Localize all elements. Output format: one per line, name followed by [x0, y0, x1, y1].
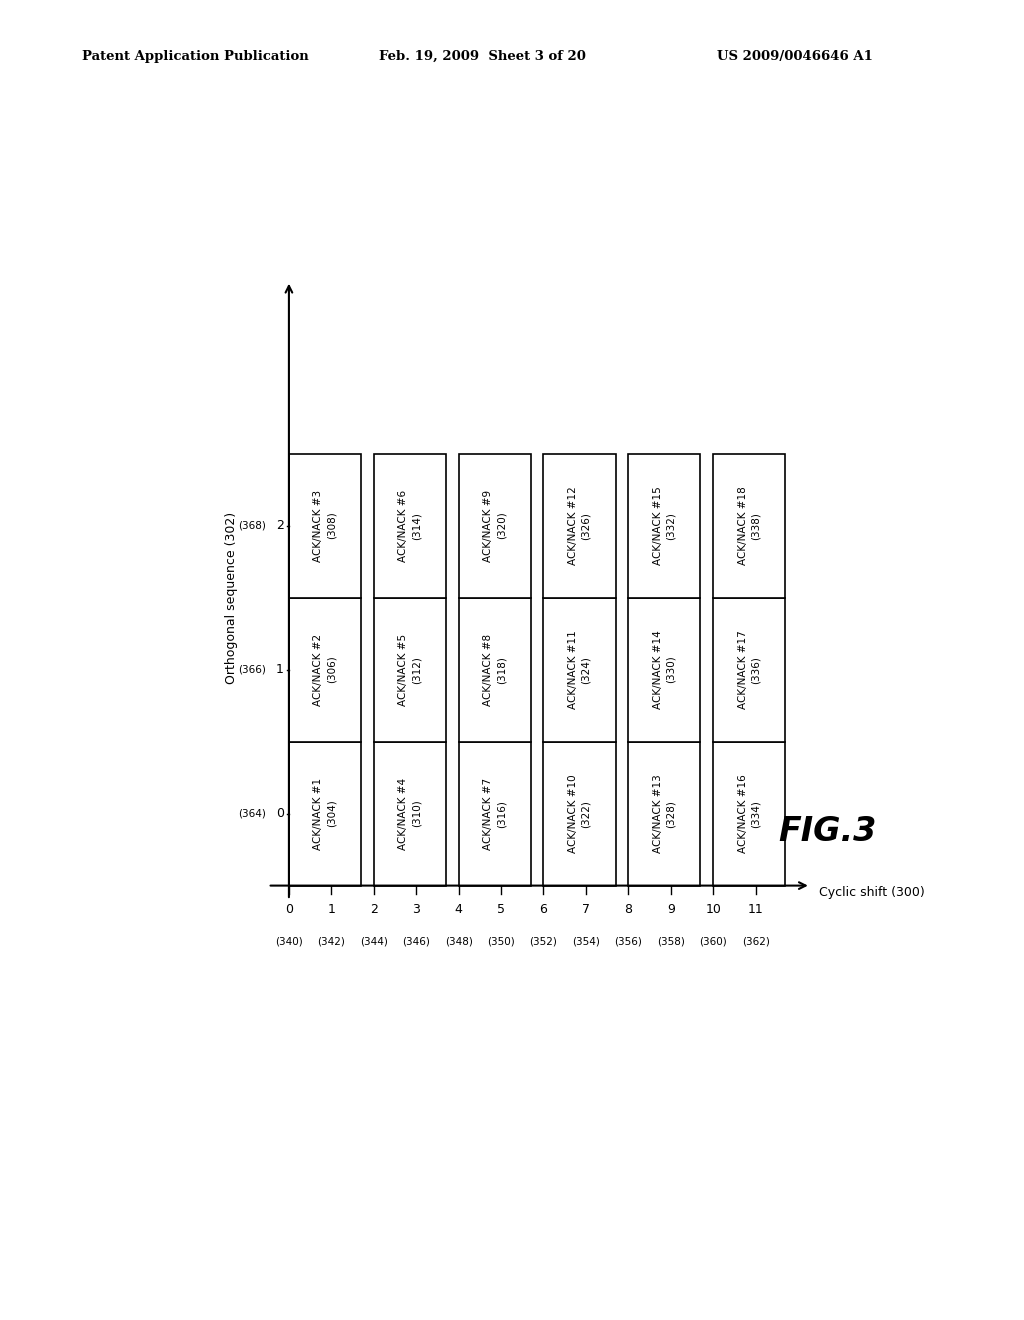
Text: (354): (354) — [572, 936, 600, 946]
Text: (348): (348) — [444, 936, 472, 946]
Bar — [544, 742, 615, 886]
Text: 3: 3 — [413, 903, 420, 916]
Bar — [374, 742, 445, 886]
Text: 8: 8 — [625, 903, 632, 916]
Text: ACK/NACK #6
(314): ACK/NACK #6 (314) — [398, 490, 422, 562]
Text: 0: 0 — [285, 903, 293, 916]
Text: 9: 9 — [667, 903, 675, 916]
Text: ACK/NACK #4
(310): ACK/NACK #4 (310) — [398, 777, 422, 850]
Text: ACK/NACK #2
(306): ACK/NACK #2 (306) — [313, 634, 337, 706]
Text: ACK/NACK #1
(304): ACK/NACK #1 (304) — [313, 777, 337, 850]
Bar — [713, 742, 785, 886]
Text: 5: 5 — [497, 903, 505, 916]
Text: Patent Application Publication: Patent Application Publication — [82, 50, 308, 63]
Text: ACK/NACK #18
(338): ACK/NACK #18 (338) — [737, 486, 761, 565]
Text: 2: 2 — [370, 903, 378, 916]
Bar — [459, 598, 530, 742]
Text: (360): (360) — [699, 936, 727, 946]
Bar — [459, 742, 530, 886]
Text: ACK/NACK #11
(324): ACK/NACK #11 (324) — [568, 630, 591, 709]
Text: 0: 0 — [275, 807, 284, 820]
Text: 4: 4 — [455, 903, 463, 916]
Text: 10: 10 — [706, 903, 721, 916]
Bar — [713, 598, 785, 742]
Bar — [713, 454, 785, 598]
Text: (368): (368) — [238, 520, 265, 531]
Text: US 2009/0046646 A1: US 2009/0046646 A1 — [717, 50, 872, 63]
Text: FIG.3: FIG.3 — [778, 814, 877, 849]
Bar — [544, 454, 615, 598]
Text: ACK/NACK #9
(320): ACK/NACK #9 (320) — [483, 490, 506, 562]
Text: ACK/NACK #17
(336): ACK/NACK #17 (336) — [737, 630, 761, 709]
Text: 11: 11 — [748, 903, 764, 916]
Text: ACK/NACK #8
(318): ACK/NACK #8 (318) — [483, 634, 506, 706]
Bar — [629, 742, 700, 886]
Text: Orthogonal sequence (302): Orthogonal sequence (302) — [225, 512, 239, 684]
Text: (358): (358) — [656, 936, 685, 946]
Bar — [289, 742, 361, 886]
Text: 7: 7 — [582, 903, 590, 916]
Bar — [459, 454, 530, 598]
Text: (340): (340) — [275, 936, 303, 946]
Text: 6: 6 — [540, 903, 548, 916]
Text: (350): (350) — [487, 936, 515, 946]
Text: ACK/NACK #3
(308): ACK/NACK #3 (308) — [313, 490, 337, 562]
Text: ACK/NACK #10
(322): ACK/NACK #10 (322) — [568, 775, 591, 853]
Text: (364): (364) — [238, 809, 265, 818]
Text: ACK/NACK #16
(334): ACK/NACK #16 (334) — [737, 775, 761, 853]
Text: (366): (366) — [238, 664, 265, 675]
Text: 1: 1 — [328, 903, 335, 916]
Bar — [629, 598, 700, 742]
Text: ACK/NACK #7
(316): ACK/NACK #7 (316) — [483, 777, 506, 850]
Text: ACK/NACK #12
(326): ACK/NACK #12 (326) — [568, 486, 591, 565]
Text: (352): (352) — [529, 936, 557, 946]
Text: (362): (362) — [741, 936, 769, 946]
Bar — [289, 454, 361, 598]
Text: Feb. 19, 2009  Sheet 3 of 20: Feb. 19, 2009 Sheet 3 of 20 — [379, 50, 586, 63]
Bar — [289, 598, 361, 742]
Text: ACK/NACK #14
(330): ACK/NACK #14 (330) — [652, 630, 676, 709]
Text: Cyclic shift (300): Cyclic shift (300) — [819, 886, 925, 899]
Text: 2: 2 — [275, 519, 284, 532]
Bar — [374, 598, 445, 742]
Text: ACK/NACK #5
(312): ACK/NACK #5 (312) — [398, 634, 422, 706]
Text: 1: 1 — [275, 663, 284, 676]
Text: (356): (356) — [614, 936, 642, 946]
Bar — [629, 454, 700, 598]
Text: (344): (344) — [359, 936, 388, 946]
Text: ACK/NACK #13
(328): ACK/NACK #13 (328) — [652, 775, 676, 853]
Text: (346): (346) — [402, 936, 430, 946]
Bar — [374, 454, 445, 598]
Text: ACK/NACK #15
(332): ACK/NACK #15 (332) — [652, 486, 676, 565]
Bar — [544, 598, 615, 742]
Text: (342): (342) — [317, 936, 345, 946]
